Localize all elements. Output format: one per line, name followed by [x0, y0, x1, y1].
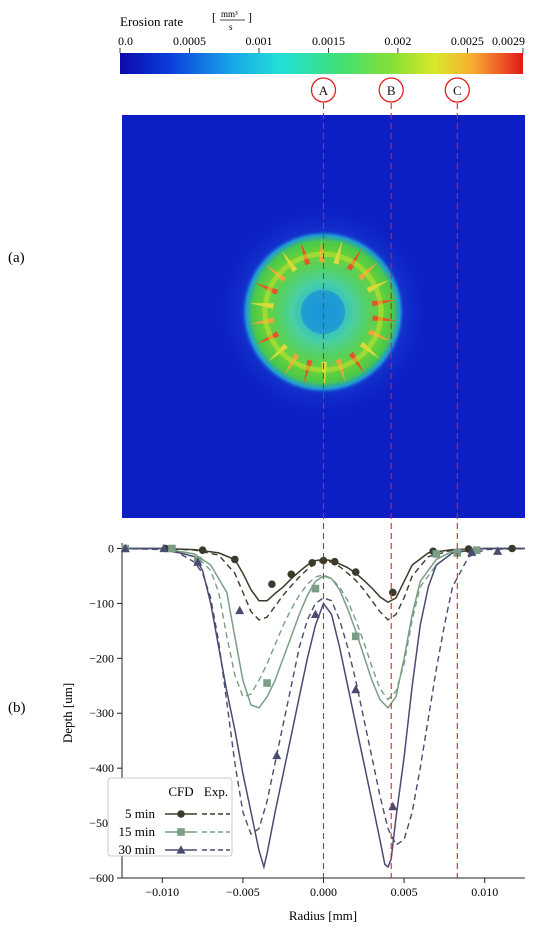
- colorbar-tick-label: 0.0015: [312, 34, 345, 48]
- marker-30-min: [388, 801, 398, 811]
- section-marker-label: B: [387, 83, 396, 98]
- colorbar-bar: [120, 53, 523, 74]
- y-tick-label: −200: [89, 651, 114, 665]
- x-tick-label: 0.010: [471, 885, 498, 899]
- legend-entry-label: 5 min: [125, 806, 155, 821]
- marker-5-min: [287, 570, 296, 579]
- marker-30-min: [235, 605, 245, 615]
- y-tick-label: −600: [89, 871, 114, 885]
- erosion-hotspot: [303, 359, 313, 384]
- y-tick-label: 0: [108, 541, 114, 555]
- marker-5-min: [319, 556, 328, 565]
- section-marker-B: [378, 77, 404, 103]
- marker-5-min: [308, 558, 317, 567]
- erosion-hotspot: [346, 248, 362, 271]
- x-tick-label: −0.005: [226, 885, 260, 899]
- marker-15-min: [263, 679, 271, 687]
- colorbar-title: Erosion rate: [120, 14, 183, 29]
- erosion-map: [122, 115, 525, 518]
- marker-15-min: [432, 550, 441, 558]
- colorbar-unit-denominator: s: [229, 22, 233, 32]
- legend-col-cfd: CFD: [168, 784, 193, 799]
- erosion-hotspot: [335, 358, 346, 383]
- panel-label-b: (b): [8, 700, 26, 716]
- colorbar-tick-label: 0.0029: [492, 34, 525, 48]
- erosion-hotspot: [359, 341, 381, 360]
- marker-15-min: [351, 632, 360, 641]
- erosion-hotspot: [300, 241, 311, 266]
- erosion-hotspot: [256, 331, 280, 345]
- legend-col-exp: Exp.: [204, 784, 228, 799]
- section-marker-A: [310, 77, 337, 103]
- x-tick-label: 0.000: [310, 885, 337, 899]
- marker-30-min: [467, 547, 477, 556]
- colorbar-tick-labels: 0.0 0.0005 0.001 0.0015 0.002 0.0025 0.0029: [118, 34, 525, 53]
- chart-markers: [120, 543, 516, 811]
- section-markers: A B C: [310, 77, 470, 103]
- erosion-hotspot: [281, 250, 298, 273]
- erosion-center: [301, 290, 345, 334]
- erosion-hotspot: [358, 262, 378, 281]
- y-axis-label: Depth [um]: [60, 683, 75, 743]
- marker-30-min: [272, 750, 282, 760]
- marker-30-min: [493, 546, 503, 555]
- y-tick-label: −100: [89, 596, 114, 610]
- marker-30-min: [310, 609, 320, 618]
- reference-lines: [322, 103, 458, 878]
- marker-5-min: [330, 557, 339, 566]
- svg-text:[: [: [212, 10, 216, 24]
- marker-5-min: [268, 580, 276, 588]
- legend: CFD Exp. 5 min 15 min 30 min: [107, 777, 233, 857]
- depth-chart: 0−100−200−300−400−500−600−0.010 −0.005 0.0…: [60, 541, 526, 923]
- erosion-hotspot: [268, 343, 288, 362]
- x-tick-label: −0.010: [145, 885, 179, 899]
- marker-30-min: [351, 684, 361, 694]
- colorbar-tick-label: 0.0005: [173, 34, 206, 48]
- legend-entry-label: 15 min: [119, 824, 156, 839]
- x-axis-label: Radius [mm]: [289, 908, 357, 923]
- colorbar-unit: [ mm³ s ]: [212, 9, 252, 32]
- erosion-hotspot: [265, 264, 287, 283]
- marker-30-min: [159, 543, 169, 553]
- marker-5-min: [389, 588, 397, 597]
- marker-5-min: [351, 568, 360, 576]
- marker-5-min: [198, 546, 207, 554]
- y-tick-label: −300: [89, 706, 114, 720]
- colorbar-tick-label: 0.001: [245, 34, 272, 48]
- svg-text:]: ]: [248, 10, 252, 24]
- marker-15-min: [168, 544, 176, 553]
- section-marker-label: A: [319, 83, 329, 98]
- colorbar-tick-label: 0.0025: [451, 34, 484, 48]
- erosion-hotspot: [333, 240, 343, 265]
- marker-30-min: [120, 543, 130, 553]
- legend-entry-label: 30 min: [119, 842, 156, 857]
- marker-15-min: [311, 584, 320, 593]
- legend-cfd-marker: [177, 828, 185, 836]
- erosion-hotspot: [255, 282, 279, 295]
- colorbar-unit-numerator: mm³: [221, 9, 238, 19]
- erosion-hotspot: [284, 353, 300, 376]
- erosion-hotspot: [348, 351, 365, 374]
- x-tick-label: 0.005: [391, 885, 418, 899]
- erosion-hotspot: [366, 279, 390, 293]
- colorbar-tick-label: 0.0: [118, 34, 133, 48]
- colorbar-tick-label: 0.002: [384, 34, 411, 48]
- panel-label-a: (a): [8, 250, 25, 266]
- legend-cfd-marker: [176, 845, 186, 854]
- marker-5-min: [508, 544, 516, 553]
- erosion-hotspot: [367, 329, 391, 342]
- marker-15-min: [472, 546, 481, 554]
- section-marker-label: C: [453, 83, 462, 98]
- series-exp-15-min: [122, 547, 525, 701]
- section-marker-C: [444, 77, 470, 103]
- legend-cfd-marker: [177, 810, 185, 818]
- colorbar: Erosion rate [ mm³ s ] 0.0 0.0005 0.001 0.0…: [118, 9, 525, 74]
- marker-5-min: [231, 555, 239, 564]
- legend-box: [107, 777, 233, 857]
- y-tick-label: −400: [89, 761, 114, 775]
- marker-30-min: [193, 557, 203, 566]
- marker-15-min: [453, 549, 462, 557]
